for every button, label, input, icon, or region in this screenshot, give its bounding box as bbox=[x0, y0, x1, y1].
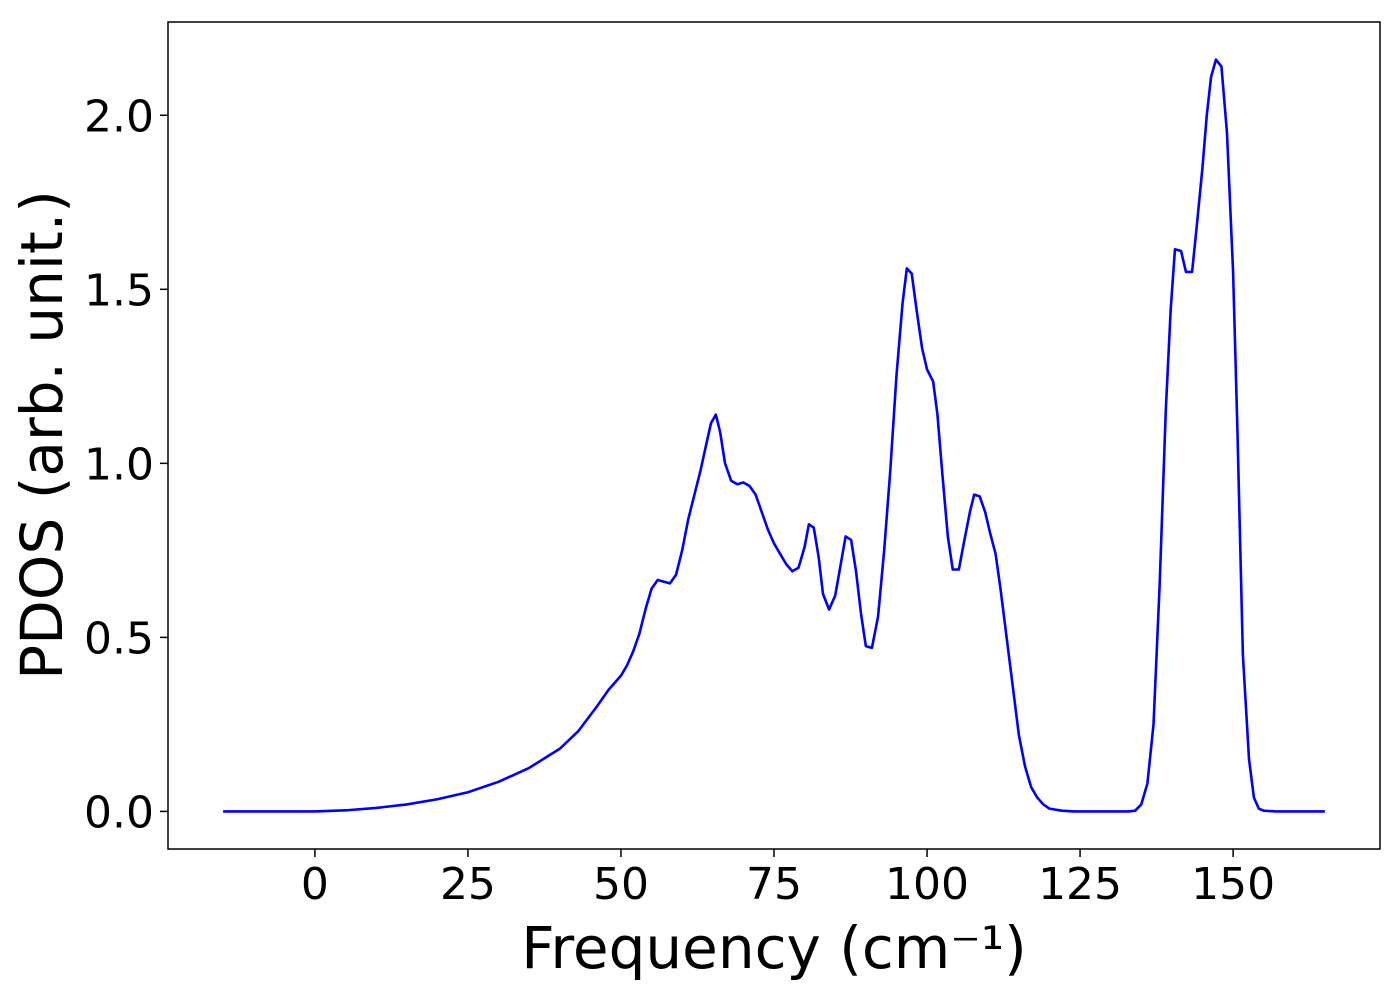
x-tick-label: 100 bbox=[885, 859, 969, 910]
x-tick-label: 25 bbox=[440, 859, 496, 910]
y-tick-label: 2.0 bbox=[84, 91, 154, 142]
x-tick-label: 125 bbox=[1038, 859, 1122, 910]
x-axis-label: Frequency (cm⁻¹) bbox=[521, 914, 1027, 982]
line bbox=[223, 58, 1325, 813]
y-tick-label: 1.5 bbox=[84, 265, 154, 316]
y-tick-label: 1.0 bbox=[84, 439, 154, 490]
y-tick-label: 0.5 bbox=[84, 613, 154, 664]
y-axis-label: PDOS (arb. unit.) bbox=[8, 190, 76, 680]
x-tick-label: 0 bbox=[301, 859, 329, 910]
x-tick-label: 150 bbox=[1191, 859, 1275, 910]
y-tick-label: 0.0 bbox=[84, 787, 154, 838]
x-tick-label: 75 bbox=[746, 859, 802, 910]
x-tick-label: 50 bbox=[593, 859, 649, 910]
plot-frame bbox=[167, 21, 1381, 850]
